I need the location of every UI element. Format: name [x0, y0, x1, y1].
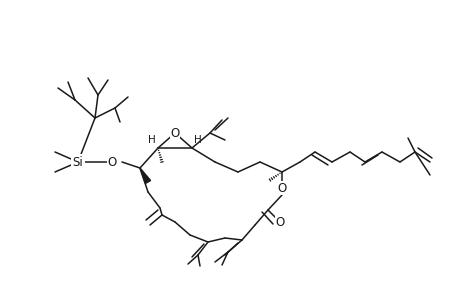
Text: H: H — [194, 135, 202, 145]
Text: H: H — [148, 135, 156, 145]
Text: Si: Si — [73, 155, 83, 169]
Text: O: O — [170, 127, 179, 140]
Text: O: O — [277, 182, 286, 194]
Text: O: O — [275, 215, 284, 229]
Polygon shape — [140, 168, 150, 184]
Text: O: O — [107, 155, 117, 169]
